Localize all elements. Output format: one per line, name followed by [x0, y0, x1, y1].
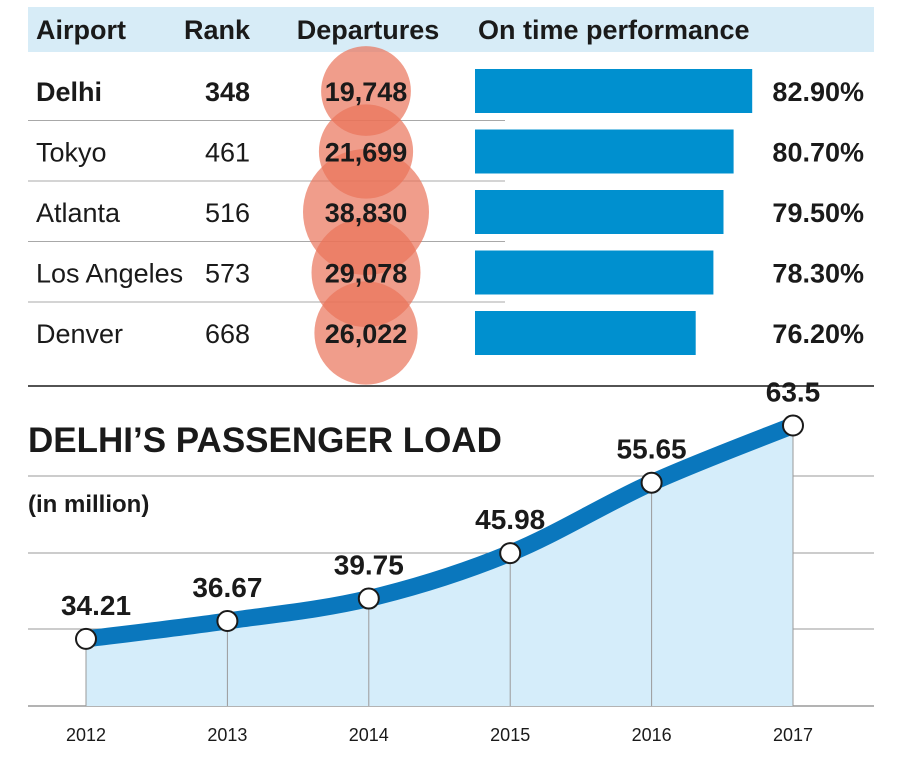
- airport-rank: 516: [205, 198, 250, 228]
- passenger-load-area: [86, 425, 793, 706]
- row-dividers: [28, 120, 505, 303]
- data-point: [782, 414, 804, 437]
- passenger-load-points: [75, 414, 804, 650]
- data-label: 55.65: [617, 434, 687, 465]
- on-time-value: 82.90%: [772, 77, 864, 107]
- on-time-value: 79.50%: [772, 198, 864, 228]
- header-departures: Departures: [297, 15, 440, 45]
- table-row: Los Angeles 573 29,078 78.30%: [36, 250, 864, 295]
- on-time-bar: [475, 250, 714, 295]
- data-point: [216, 609, 239, 632]
- departure-bubble: [314, 281, 418, 385]
- on-time-bar: [475, 69, 753, 113]
- on-time-bar: [475, 129, 734, 174]
- x-tick-label: 2013: [207, 725, 247, 745]
- airport-rank: 668: [205, 319, 250, 349]
- data-point: [640, 471, 663, 494]
- airport-name: Delhi: [36, 77, 102, 107]
- airport-rank: 573: [205, 259, 250, 289]
- airport-rank: 461: [205, 138, 250, 168]
- header-on-time-performance: On time performance: [478, 15, 750, 45]
- table-row: Delhi 348 19,748 82.90%: [36, 69, 864, 113]
- data-label: 45.98: [475, 504, 545, 535]
- x-tick-label: 2014: [349, 725, 389, 745]
- table-row: Atlanta 516 38,830 79.50%: [36, 190, 864, 234]
- airport-name: Denver: [36, 319, 123, 349]
- chart-drop-lines: [85, 425, 794, 706]
- on-time-value: 80.70%: [772, 138, 864, 168]
- departure-bubbles: [303, 46, 429, 385]
- passenger-load-value-labels: 34.21 36.67 39.75 45.98 55.65 63.5: [61, 377, 820, 621]
- x-tick-label: 2016: [632, 725, 672, 745]
- data-point: [75, 627, 97, 650]
- x-axis-tick-labels: 2012 2013 2014 2015 2016 2017: [66, 725, 813, 745]
- airport-rank: 348: [205, 77, 250, 107]
- table-header-background: [28, 7, 874, 52]
- airport-name: Tokyo: [36, 138, 107, 168]
- data-label: 34.21: [61, 590, 131, 621]
- x-tick-label: 2012: [66, 725, 106, 745]
- departures-value: 29,078: [325, 259, 408, 289]
- on-time-value: 78.30%: [772, 259, 864, 289]
- departures-value: 38,830: [325, 198, 408, 228]
- on-time-value: 76.20%: [772, 319, 864, 349]
- data-label: 39.75: [334, 550, 404, 581]
- airport-name: Los Angeles: [36, 259, 183, 289]
- header-airport: Airport: [36, 15, 126, 45]
- data-point: [357, 587, 380, 610]
- on-time-bar: [475, 190, 724, 234]
- header-rank: Rank: [184, 15, 251, 45]
- table-row: Tokyo 461 21,699 80.70%: [36, 129, 864, 174]
- data-label: 63.5: [766, 377, 821, 408]
- table-rows: Delhi 348 19,748 82.90% Tokyo 461 21,699 80.70%…: [36, 69, 864, 355]
- on-time-bar: [475, 311, 696, 355]
- data-label: 36.67: [192, 572, 262, 603]
- chart-title: DELHI’S PASSENGER LOAD: [28, 421, 502, 460]
- chart-subtitle: (in million): [28, 491, 149, 518]
- departures-value: 19,748: [325, 77, 408, 107]
- departures-value: 26,022: [325, 319, 408, 349]
- data-point: [499, 542, 522, 565]
- airport-name: Atlanta: [36, 198, 121, 228]
- departures-value: 21,699: [325, 138, 408, 168]
- x-tick-label: 2015: [490, 725, 530, 745]
- x-tick-label: 2017: [773, 725, 813, 745]
- table-row: Denver 668 26,022 76.20%: [36, 311, 864, 355]
